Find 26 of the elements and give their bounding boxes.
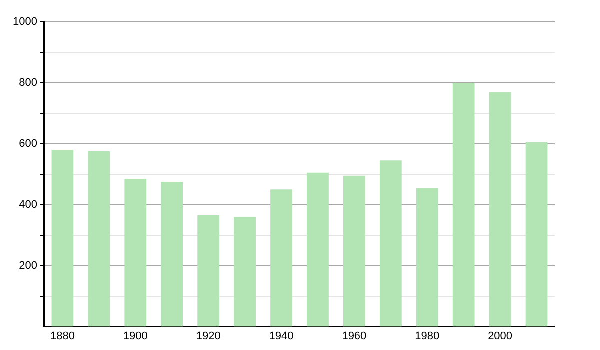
- y-tick-label: 800: [19, 76, 38, 89]
- bar: [198, 216, 220, 327]
- bar: [343, 176, 366, 327]
- y-tick-label: 200: [19, 260, 38, 272]
- bar: [88, 152, 110, 327]
- y-tick-label: 400: [19, 198, 38, 211]
- bar: [52, 150, 74, 327]
- bar: [416, 188, 438, 327]
- x-tick-label: 1880: [50, 330, 75, 342]
- x-tick-label: 1920: [196, 330, 221, 342]
- bar: [452, 82, 475, 327]
- x-tick-label: 1960: [342, 330, 367, 342]
- bar: [270, 190, 292, 327]
- y-tick-label: 1000: [12, 16, 38, 28]
- bar: [161, 182, 184, 327]
- bar: [307, 172, 329, 327]
- x-tick-label: 1980: [415, 330, 440, 342]
- bar: [124, 178, 147, 327]
- bar: [380, 160, 402, 327]
- bar: [489, 92, 512, 327]
- bar: [234, 217, 256, 327]
- x-tick-label: 2000: [488, 330, 513, 342]
- bar: [526, 142, 548, 327]
- x-tick-label: 1940: [269, 330, 294, 342]
- y-tick-label: 600: [19, 138, 38, 150]
- x-tick-label: 1900: [123, 330, 148, 342]
